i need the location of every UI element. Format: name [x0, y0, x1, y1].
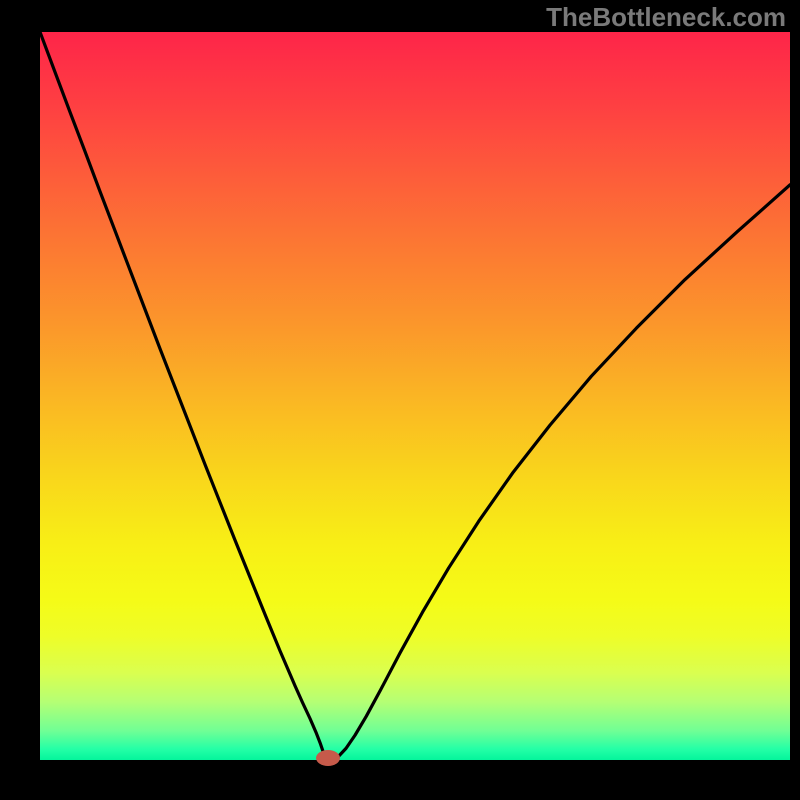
chart-container: { "canvas": { "width": 800, "height": 80… [0, 0, 800, 800]
watermark-text: TheBottleneck.com [546, 2, 786, 33]
plot-area [40, 32, 790, 760]
gradient-background [40, 32, 790, 760]
minimum-marker [316, 750, 340, 766]
